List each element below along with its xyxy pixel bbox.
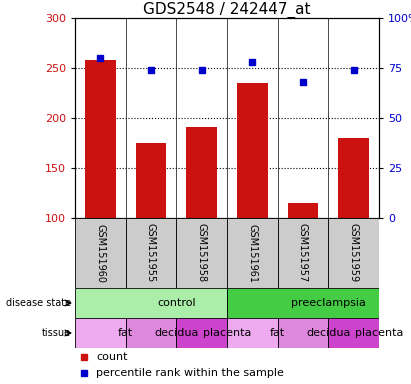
Text: placenta: placenta — [355, 328, 403, 338]
Bar — [75, 318, 126, 348]
Bar — [278, 218, 328, 288]
Text: placenta: placenta — [203, 328, 251, 338]
Text: preeclampsia: preeclampsia — [291, 298, 366, 308]
Text: GSM151960: GSM151960 — [95, 223, 105, 283]
Text: tissue: tissue — [42, 328, 71, 338]
Bar — [227, 288, 379, 318]
Bar — [278, 318, 328, 348]
Bar — [328, 318, 379, 348]
Bar — [136, 143, 166, 218]
Bar — [288, 203, 318, 218]
Bar — [126, 218, 176, 288]
Text: fat: fat — [118, 328, 133, 338]
Text: GSM151957: GSM151957 — [298, 223, 308, 283]
Text: decidua: decidua — [306, 328, 351, 338]
Bar — [187, 127, 217, 218]
Text: count: count — [96, 353, 128, 362]
Bar — [176, 218, 227, 288]
Text: GSM151961: GSM151961 — [247, 223, 257, 283]
Text: disease state: disease state — [6, 298, 71, 308]
Text: control: control — [157, 298, 196, 308]
Text: GSM151955: GSM151955 — [146, 223, 156, 283]
Bar — [227, 318, 278, 348]
Bar — [85, 60, 115, 218]
Title: GDS2548 / 242447_at: GDS2548 / 242447_at — [143, 2, 311, 18]
Text: GSM151958: GSM151958 — [197, 223, 207, 283]
Text: fat: fat — [270, 328, 285, 338]
Text: GSM151959: GSM151959 — [349, 223, 359, 283]
Bar — [75, 218, 126, 288]
Text: decidua: decidua — [154, 328, 199, 338]
Bar — [227, 218, 278, 288]
Bar — [339, 138, 369, 218]
Bar — [75, 288, 227, 318]
Bar — [328, 218, 379, 288]
Bar — [126, 318, 176, 348]
Bar — [237, 83, 268, 218]
Text: percentile rank within the sample: percentile rank within the sample — [96, 367, 284, 377]
Bar — [176, 318, 227, 348]
